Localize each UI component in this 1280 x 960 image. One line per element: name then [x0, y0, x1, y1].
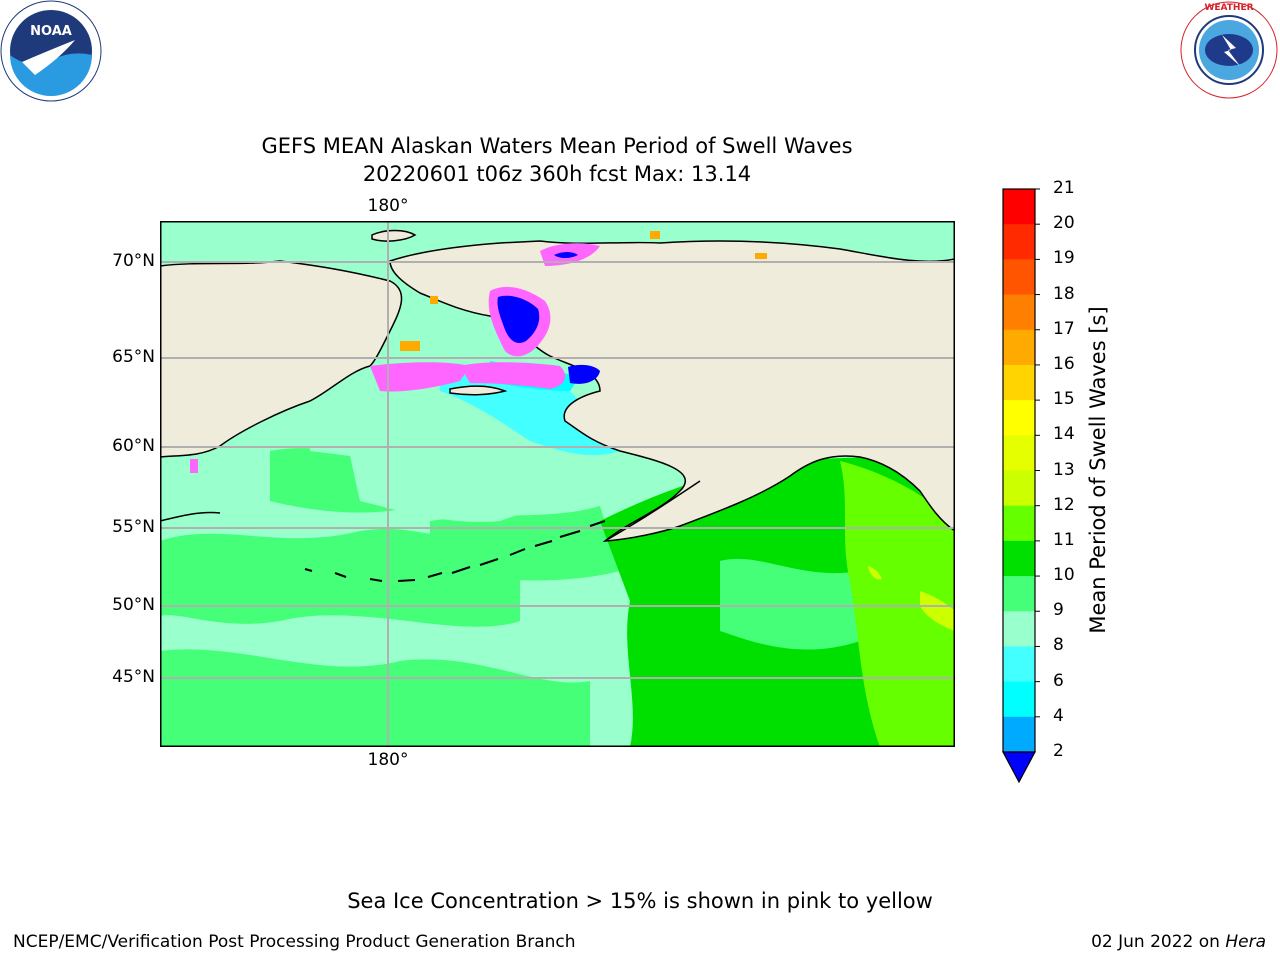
colorbar-tick-label: 16 [1053, 353, 1075, 374]
colorbar-segment [1003, 259, 1035, 296]
colorbar-tick-label: 9 [1053, 600, 1064, 621]
map-title: GEFS MEAN Alaskan Waters Mean Period of … [261, 134, 853, 158]
sea-ice-region [370, 362, 470, 392]
colorbar-label: Mean Period of Swell Waves [s] [1086, 306, 1110, 634]
colorbar-tick-label: 17 [1053, 318, 1075, 339]
colorbar-tick-label: 14 [1053, 424, 1075, 445]
aleutian-islands [304, 520, 606, 582]
footer-branch: NCEP/EMC/Verification Post Processing Pr… [13, 932, 576, 952]
colorbar-extend-min [1002, 751, 1036, 784]
land-wrangel-island [371, 229, 417, 242]
swell-region [497, 295, 540, 344]
land-st-lawrence-island [449, 385, 508, 396]
footer-date: 02 Jun 2022 on Hera [1091, 932, 1266, 952]
map-panel [160, 221, 955, 747]
colorbar-tick-label: 12 [1053, 494, 1075, 515]
lat-label-65: 65°N [112, 347, 155, 367]
lon-label-top: 180° [367, 196, 409, 216]
colorbar-segment [1003, 224, 1035, 260]
colorbar-segment [1003, 470, 1035, 507]
colorbar-segment [1003, 364, 1035, 401]
colorbar-tick-label: 11 [1053, 529, 1075, 550]
sea-ice-region [430, 296, 438, 304]
colorbar-segment [1003, 329, 1035, 366]
swell-region [840, 461, 955, 747]
colorbar-tick-label: 8 [1053, 635, 1064, 656]
colorbar-tick-label: 19 [1053, 248, 1075, 269]
colorbar-segment [1003, 189, 1035, 225]
footer-machine: Hera [1225, 932, 1266, 952]
alaska-peninsula-coast [604, 480, 701, 542]
sea-ice-region [460, 362, 566, 389]
colorbar-tick-label: 21 [1053, 178, 1075, 198]
colorbar-segment [1003, 435, 1035, 471]
colorbar-segment [1003, 505, 1035, 542]
svg-text:WEATHER: WEATHER [1204, 3, 1253, 13]
colorbar-segment [1003, 576, 1035, 612]
lat-label-70: 70°N [112, 251, 155, 271]
lat-label-50: 50°N [112, 595, 155, 615]
graticule [160, 221, 955, 747]
swell-region [554, 252, 578, 258]
lon-label-bottom: 180° [367, 750, 409, 770]
noaa-logo-text: NOAA [30, 24, 72, 39]
sea-ice-region [755, 253, 767, 259]
lat-label-60: 60°N [112, 436, 155, 456]
colorbar-tick-label: 13 [1053, 459, 1075, 480]
sea-ice-region [400, 341, 420, 351]
colorbar-segment [1003, 540, 1035, 577]
colorbar-segment [1003, 646, 1035, 683]
colorbar-tick-label: 20 [1053, 213, 1075, 234]
sea-ice-note: Sea Ice Concentration > 15% is shown in … [347, 889, 933, 913]
sea-ice-region [650, 231, 660, 239]
colorbar-segment [1003, 611, 1035, 647]
lat-label-55: 55°N [112, 517, 155, 537]
sea-ice-region [190, 459, 198, 473]
colorbar-segment [1003, 716, 1035, 753]
colorbar-tick-label: 15 [1053, 389, 1075, 410]
swell-region [160, 649, 590, 747]
colorbar-segment [1003, 400, 1035, 436]
swell-region [720, 558, 860, 650]
swell-region [430, 506, 620, 581]
map-frame [160, 221, 955, 747]
colorbar-tick-label: 18 [1053, 283, 1075, 304]
colorbar [1002, 188, 1040, 784]
colorbar-tick-label: 2 [1053, 741, 1064, 761]
swell-region [310, 379, 615, 522]
colorbar-tick-label: 4 [1053, 705, 1064, 726]
nws-logo: WEATHER [1180, 1, 1278, 99]
map-subtitle: 20220601 t06z 360h fcst Max: 13.14 [362, 162, 752, 186]
noaa-logo: NOAA [0, 0, 102, 102]
colorbar-segment [1003, 681, 1035, 718]
colorbar-tick-label: 6 [1053, 670, 1064, 691]
swell-region [920, 591, 955, 631]
colorbar-frame [1002, 188, 1036, 753]
colorbar-tick-label: 10 [1053, 565, 1075, 586]
swell-region [568, 364, 600, 384]
lat-label-45: 45°N [112, 667, 155, 687]
kamchatka-coast [160, 511, 221, 522]
swell-region [868, 566, 882, 580]
colorbar-segment [1003, 294, 1035, 331]
